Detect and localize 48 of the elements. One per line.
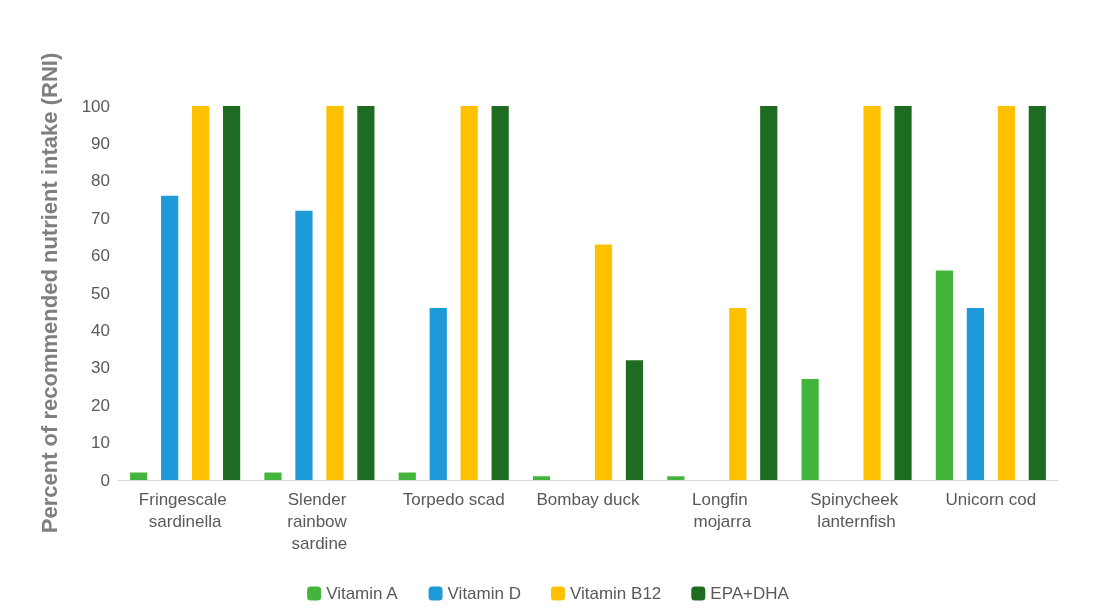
bar xyxy=(295,210,313,480)
legend-label: Vitamin A xyxy=(326,584,399,603)
bar xyxy=(625,360,644,480)
y-tick-label: 50 xyxy=(91,283,110,303)
bar xyxy=(222,106,241,480)
y-axis-title: Percent of recommended nutrient intake (RNI) xyxy=(36,52,62,534)
bar xyxy=(429,307,447,480)
bar xyxy=(460,106,478,480)
x-tick-label: Longfin mojarra xyxy=(692,489,753,531)
y-tick-label: 40 xyxy=(91,320,110,340)
bar xyxy=(491,106,509,480)
y-tick-label: 30 xyxy=(91,358,110,378)
legend-label: Vitamin D xyxy=(447,584,521,603)
x-tick-label: Torpedo scad xyxy=(402,489,505,509)
bar xyxy=(667,476,685,480)
bar xyxy=(1028,106,1046,480)
y-tick-label: 70 xyxy=(91,208,110,228)
bar xyxy=(192,106,210,480)
bar xyxy=(264,472,282,480)
bar xyxy=(863,106,881,480)
x-tick-label: Fringescale sardinella xyxy=(138,489,232,531)
legend-label: EPA+DHA xyxy=(710,584,790,603)
x-tick-label: Bombay duck xyxy=(536,489,640,509)
bar xyxy=(729,307,747,480)
bar xyxy=(398,472,416,480)
x-tick-label: Slender rainbow sardine xyxy=(287,489,352,553)
y-tick-label: 20 xyxy=(91,395,110,415)
bar xyxy=(966,307,984,480)
bar xyxy=(357,106,375,480)
y-tick-label: 10 xyxy=(91,433,110,453)
bar xyxy=(594,244,613,480)
y-tick-label: 90 xyxy=(91,133,110,153)
bar xyxy=(130,472,148,480)
y-tick-label: 100 xyxy=(81,96,110,116)
bar xyxy=(894,106,912,480)
bar xyxy=(760,106,778,480)
bar xyxy=(326,106,344,480)
legend-label: Vitamin B12 xyxy=(569,584,662,603)
bar xyxy=(997,106,1015,480)
bar xyxy=(161,195,179,480)
y-tick-label: 0 xyxy=(100,470,110,490)
x-tick-label: Unicorn cod xyxy=(945,489,1037,509)
x-tick-label: Spinycheek lanternfish xyxy=(810,489,903,531)
bar xyxy=(935,270,954,480)
bar xyxy=(801,379,819,480)
y-tick-label: 60 xyxy=(91,246,110,266)
y-tick-label: 80 xyxy=(91,171,110,191)
bar xyxy=(532,476,551,480)
